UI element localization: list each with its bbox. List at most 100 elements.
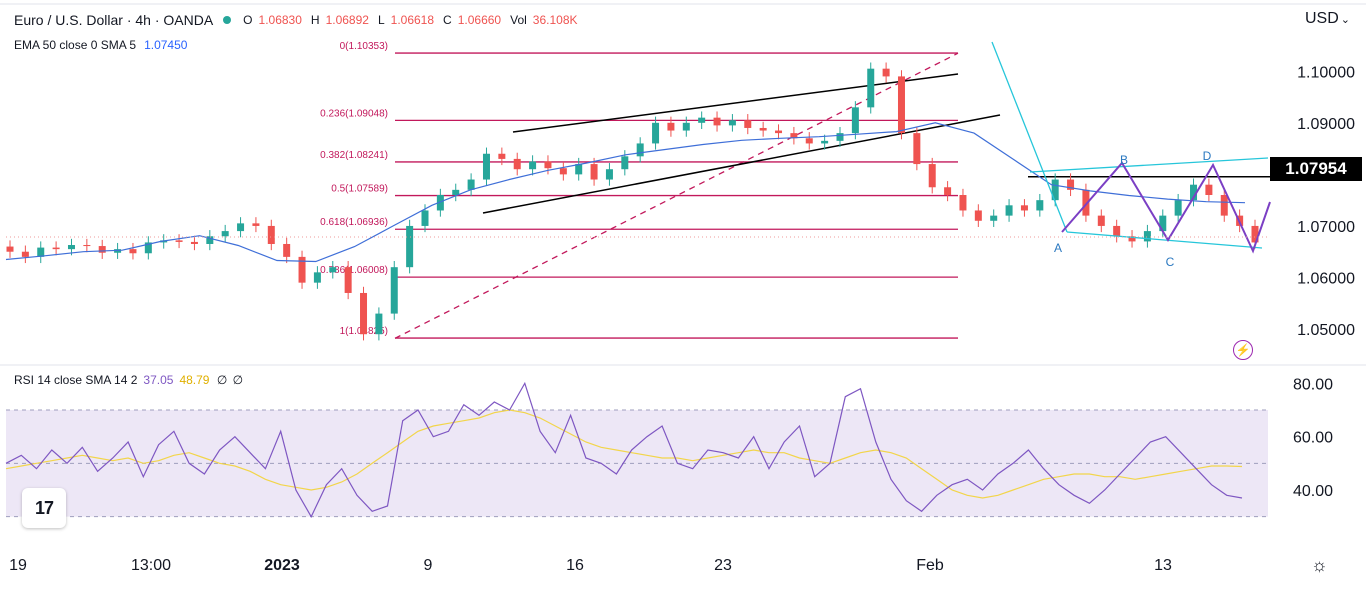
pattern-point-label: C: [1166, 255, 1175, 269]
candle: [452, 189, 460, 195]
pattern-point-label: D: [1203, 149, 1212, 163]
candle: [1220, 195, 1228, 216]
rsi-line: [5, 381, 1243, 518]
fib-level-label: 0.5(1.07589): [331, 184, 388, 195]
rsi-pane: [5, 381, 1268, 518]
candle: [1051, 179, 1059, 201]
candle: [1005, 205, 1013, 216]
candle: [667, 122, 675, 131]
candle: [1205, 184, 1213, 195]
candle: [1190, 184, 1198, 201]
candle: [1159, 215, 1167, 232]
price-tick-label: 1.09000: [1297, 116, 1355, 133]
cyan-lower-line: [1066, 231, 1263, 249]
candle: [913, 133, 921, 165]
candle: [1082, 189, 1090, 216]
candle: [1097, 215, 1105, 226]
candle: [974, 210, 982, 221]
candle: [682, 122, 690, 131]
ohlc-low-value: 1.06618: [390, 13, 435, 27]
fib-level-label: 0.786(1.06008): [320, 265, 388, 276]
candle: [990, 215, 998, 221]
ohlc-open-label: O: [243, 13, 253, 27]
candle: [83, 245, 91, 247]
candle: [544, 161, 552, 169]
candle: [6, 246, 14, 252]
bolt-icon[interactable]: ⚡: [1233, 340, 1253, 360]
candle: [313, 272, 321, 283]
symbol-title[interactable]: Euro / U.S. Dollar · 4h · OANDA: [14, 12, 214, 28]
ohlc-high-label: H: [310, 13, 320, 27]
fib-level-label: 0.382(1.08241): [320, 150, 388, 161]
candle: [221, 231, 229, 237]
candle: [1036, 200, 1044, 211]
time-tick-label: 23: [714, 557, 732, 574]
candle: [744, 120, 752, 128]
candle: [775, 130, 783, 134]
candle: [944, 187, 952, 195]
rsi-tick-label: 40.00: [1293, 483, 1333, 500]
time-tick-label: 2023: [264, 557, 300, 574]
candle: [406, 225, 414, 268]
candle: [851, 107, 859, 134]
candle: [805, 138, 813, 144]
volume-value: 36.108K: [532, 13, 578, 27]
ohlc-open-value: 1.06830: [258, 13, 302, 27]
candle: [298, 256, 306, 283]
candle: [344, 267, 352, 293]
candle: [1067, 179, 1075, 190]
volume-label: Vol: [510, 13, 527, 27]
candle: [790, 133, 798, 139]
candle: [237, 223, 245, 232]
ohlc-low-label: L: [377, 13, 385, 27]
cyan-trend-line: [991, 41, 1068, 233]
candle: [190, 241, 198, 244]
price-tick-label: 1.05000: [1297, 322, 1355, 339]
channel-upper-line: [512, 73, 959, 133]
candle: [129, 249, 137, 254]
candle: [21, 251, 29, 257]
candle: [267, 225, 275, 244]
candle: [98, 246, 106, 253]
candle: [636, 143, 644, 157]
rsi-legend[interactable]: RSI 14 close SMA 14 2 37.05 48.79 ∅ ∅: [14, 373, 243, 387]
tradingview-logo[interactable]: 17: [22, 488, 66, 528]
gear-icon[interactable]: ☼: [1311, 555, 1328, 575]
candle: [498, 153, 506, 159]
candle: [1251, 225, 1259, 243]
fib-level-label: 0(1.10353): [340, 41, 388, 52]
rsi-legend-extra-2: ∅: [232, 373, 244, 387]
candle: [882, 68, 890, 77]
rsi-tick-label: 60.00: [1293, 430, 1333, 447]
candle: [390, 267, 398, 314]
candle: [421, 210, 429, 226]
candle: [605, 169, 613, 180]
fib-level-label: 0.618(1.06936): [320, 217, 388, 228]
ema-legend[interactable]: EMA 50 close 0 SMA 5 1.07450: [14, 38, 187, 52]
axes: 1.10000 1.09000 1.07000 1.06000 1.05000 80.00…: [0, 3, 1366, 574]
candle: [360, 292, 368, 335]
candle: [1143, 231, 1151, 242]
candle: [759, 127, 767, 131]
candle: [1128, 236, 1136, 242]
candle: [652, 122, 660, 144]
ema-legend-value: 1.07450: [144, 38, 188, 52]
candle: [836, 133, 844, 141]
price-tick-label: 1.06000: [1297, 271, 1355, 288]
last-price-badge: 1.07954: [1270, 157, 1362, 181]
candle: [513, 158, 521, 170]
candle: [144, 242, 152, 254]
candle: [1174, 200, 1182, 216]
candle: [867, 68, 875, 108]
time-tick-label: Feb: [916, 557, 944, 574]
currency-selector[interactable]: USD ⌄: [1305, 10, 1350, 28]
price-tick-label: 1.10000: [1297, 64, 1355, 81]
candle: [175, 240, 183, 242]
candle: [283, 243, 291, 257]
candle: [575, 164, 583, 175]
ohlc-close-label: C: [443, 13, 452, 27]
time-tick-label: 13:00: [131, 557, 171, 574]
time-tick-label: 19: [9, 557, 27, 574]
candle: [67, 245, 75, 250]
